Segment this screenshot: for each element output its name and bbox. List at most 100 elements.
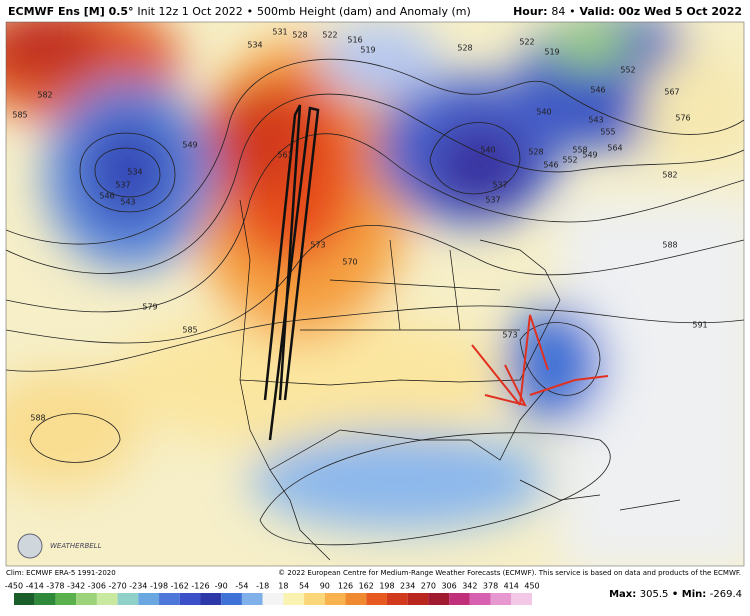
colorbar-segment — [55, 593, 77, 605]
contour-label: 531 — [272, 28, 287, 37]
colorbar-segment — [428, 593, 450, 605]
colorbar-segment — [304, 593, 325, 605]
colorbar-segment — [96, 593, 118, 605]
contour-label: 528 — [457, 44, 472, 53]
colorbar-tick-label: -198 — [150, 582, 168, 591]
colorbar-tick-label: 90 — [320, 582, 330, 591]
contour-label: 582 — [37, 91, 52, 100]
contour-label: 516 — [347, 36, 362, 45]
logo: WEATHERBELL — [50, 542, 102, 550]
contour-label: 534 — [247, 41, 262, 50]
contour-label: 555 — [600, 128, 615, 137]
colorbar-tick-label: -54 — [235, 582, 248, 591]
colorbar-segment — [117, 593, 139, 605]
contour-label: 537 — [115, 181, 130, 190]
logo-globe — [17, 533, 43, 559]
max: 305.5 — [640, 589, 669, 600]
contour-label: 537 — [492, 181, 507, 190]
colorbar-segment — [76, 593, 97, 605]
header-right: Hour: 84 • Valid: 00z Wed 5 Oct 2022 — [513, 5, 742, 18]
colorbar-segment — [241, 593, 263, 605]
colorbar-segment — [262, 593, 284, 605]
contour-label: 519 — [544, 48, 559, 57]
contour-label: 570 — [342, 258, 357, 267]
colorbar-segment — [345, 593, 367, 605]
contour-label: 540 — [536, 108, 551, 117]
colorbar-segment — [200, 593, 222, 605]
anomaly-field — [6, 22, 744, 566]
colorbar-segment — [407, 593, 429, 605]
colorbar-tick-label: 342 — [462, 582, 477, 591]
contour-label: 588 — [662, 241, 677, 250]
contour-label: 576 — [675, 114, 690, 123]
contour-label: 528 — [292, 31, 307, 40]
colorbar-segment — [324, 593, 346, 605]
contour-label: 522 — [322, 31, 337, 40]
colorbar-tick-label: -162 — [171, 582, 189, 591]
contour-label: 534 — [127, 168, 142, 177]
colorbar-tick-label: 414 — [504, 582, 519, 591]
colorbar-segment — [159, 593, 180, 605]
separator: • — [569, 5, 576, 18]
min-label: Min: — [682, 589, 707, 600]
contour-label: 552 — [620, 66, 635, 75]
colorbar-segment — [386, 593, 408, 605]
colorbar-segment — [283, 593, 305, 605]
colorbar-tick-label: 378 — [483, 582, 498, 591]
colorbar-tick-label: -270 — [109, 582, 127, 591]
contour-label: 573 — [310, 241, 325, 250]
clim: Clim: ECMWF ERA-5 1991-2020 — [6, 569, 116, 577]
colorbar-tick-label: -18 — [256, 582, 269, 591]
annotation-red-lines — [471, 314, 609, 407]
colorbar-tick-label: -234 — [129, 582, 147, 591]
colorbar-segment — [138, 593, 160, 605]
contour-label: 549 — [182, 141, 197, 150]
max-min: Max: 305.5 • Min: -269.4 — [609, 589, 742, 600]
colorbar-tick-label: 234 — [400, 582, 415, 591]
annotation-trough-lines — [263, 104, 320, 441]
contour-label: 549 — [582, 151, 597, 160]
init: Init 12z 1 Oct 2022 — [137, 5, 242, 18]
colorbar: -450 -414 -378 -342 -306 -270 -234 -198 -162 -126… — [5, 582, 540, 605]
colorbar-segment — [449, 593, 470, 605]
colorbar-tick-label: -126 — [191, 582, 209, 591]
contour-label: 573 — [502, 331, 517, 340]
contour-label: 519 — [360, 46, 375, 55]
contour-label: 558 — [572, 146, 587, 155]
contour-label: 588 — [30, 414, 45, 423]
separator: • — [247, 5, 254, 18]
colorbar-tick-label: 198 — [379, 582, 394, 591]
separator: • — [672, 589, 678, 600]
colorbar-tick-label: 270 — [421, 582, 436, 591]
contour-label: 591 — [692, 321, 707, 330]
contour-label: 522 — [519, 38, 534, 47]
colorbar-segment — [490, 593, 512, 605]
model: ECMWF Ens [M] 0.5° — [8, 5, 134, 18]
contour-label: 585 — [12, 111, 27, 120]
copyright: © 2022 European Centre for Medium-Range … — [278, 569, 741, 577]
contour-label: 546 — [590, 86, 605, 95]
colorbar-segment — [366, 593, 387, 605]
colorbar-tick-label: -414 — [26, 582, 44, 591]
valid: Valid: 00z Wed 5 Oct 2022 — [580, 5, 742, 18]
colorbar-tick-label: -90 — [215, 582, 228, 591]
coastlines — [239, 199, 681, 561]
colorbar-tick-label: 306 — [441, 582, 456, 591]
colorbar-tick-label: -306 — [88, 582, 106, 591]
colorbar-tick-label: 54 — [299, 582, 309, 591]
contour-label: 582 — [662, 171, 677, 180]
field: 500mb Height (dam) and Anomaly (m) — [257, 5, 471, 18]
contour-label: 552 — [562, 156, 577, 165]
colorbar-tick-label: 18 — [278, 582, 288, 591]
colorbar-tick-label: 450 — [524, 582, 539, 591]
contour-label: 579 — [142, 303, 157, 312]
contour-label: 537 — [485, 196, 500, 205]
hour: 84 — [551, 5, 565, 18]
colorbar-tick-label: 162 — [359, 582, 374, 591]
contour-label: 546 — [543, 161, 558, 170]
contour-label: 543 — [588, 116, 603, 125]
contour-label: 540 — [480, 146, 495, 155]
header-text: ECMWF Ens [M] 0.5° Init 12z 1 Oct 2022 •… — [8, 5, 471, 18]
